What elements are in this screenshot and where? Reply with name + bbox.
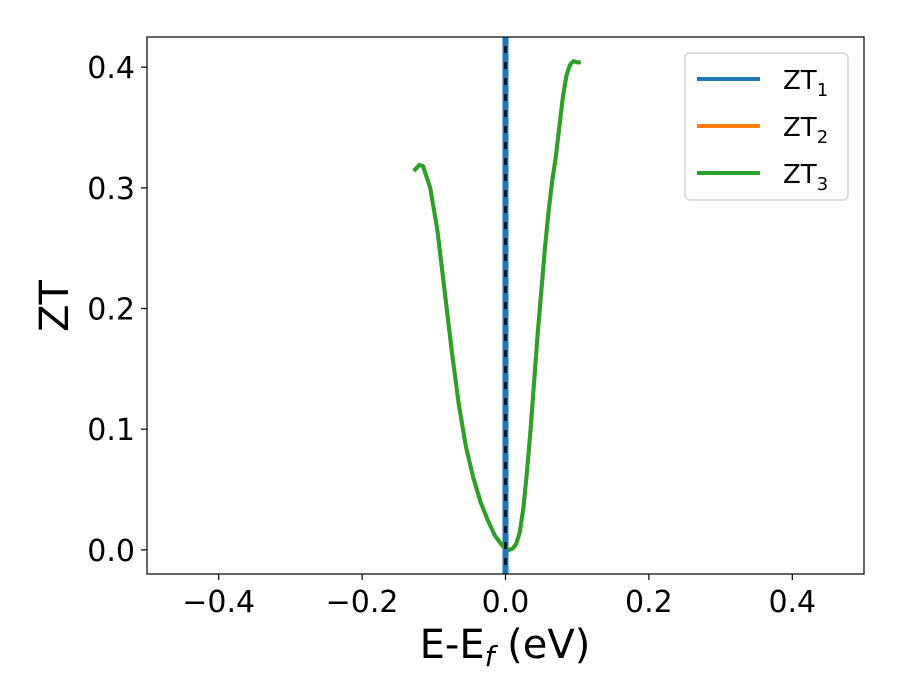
x-tick-label: −0.4	[182, 585, 255, 620]
x-axis-label-main: E-E	[420, 622, 485, 668]
plot-area	[412, 37, 581, 574]
legend-label-3: ZT3	[783, 160, 828, 195]
legend-label-name: ZT	[783, 66, 817, 96]
x-tick-label: −0.2	[326, 585, 399, 620]
series-line-2	[412, 59, 581, 552]
y-tick-label: 0.0	[87, 534, 135, 569]
x-tick-label: 0.4	[768, 585, 816, 620]
y-tick-label: 0.2	[87, 293, 135, 328]
legend-label-1: ZT1	[783, 66, 828, 101]
legend-label-sub: 2	[817, 127, 828, 148]
y-axis: 0.0 0.1 0.2 0.3 0.4	[87, 51, 147, 569]
x-axis: −0.4 −0.2 0.0 0.2 0.4	[182, 574, 816, 620]
x-tick-label: 0.0	[482, 585, 530, 620]
legend-label-name: ZT	[783, 160, 817, 190]
y-tick-label: 0.1	[87, 413, 135, 448]
x-tick-label: 0.2	[625, 585, 673, 620]
y-tick-label: 0.3	[87, 172, 135, 207]
x-axis-label-tail: (eV)	[494, 622, 590, 668]
legend-label-sub: 3	[817, 174, 828, 195]
x-axis-label: E-Ef (eV)	[420, 622, 591, 673]
y-tick-label: 0.4	[87, 51, 135, 86]
y-axis-label: ZT	[32, 280, 78, 332]
legend-label-2: ZT2	[783, 113, 828, 148]
series-line-3	[412, 59, 581, 552]
legend-box	[684, 52, 849, 201]
legend-label-sub: 1	[817, 80, 828, 101]
legend-label-name: ZT	[783, 113, 817, 143]
